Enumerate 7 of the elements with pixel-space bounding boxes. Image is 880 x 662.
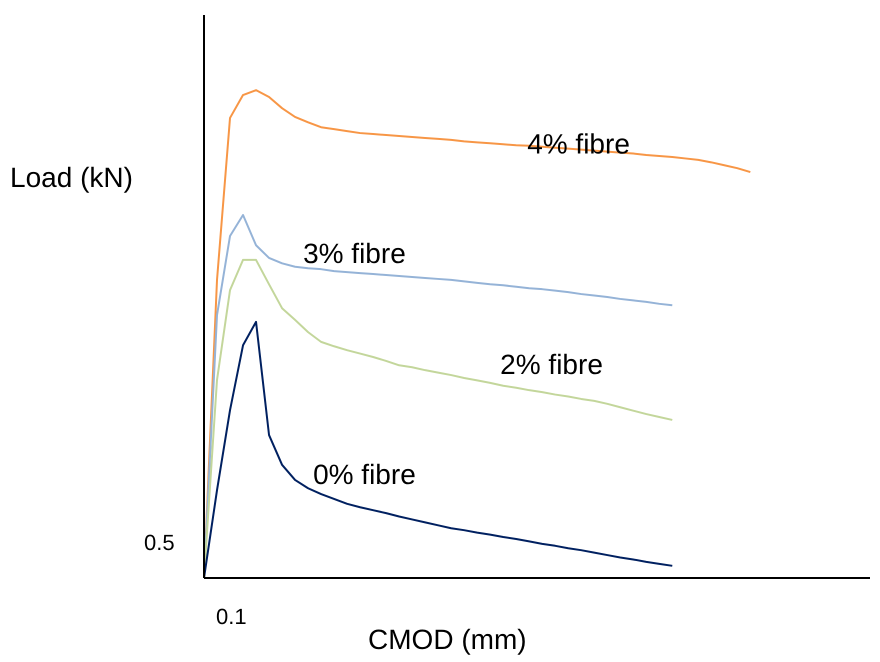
series-label: 0% fibre bbox=[313, 459, 416, 490]
y-axis-title: Load (kN) bbox=[10, 162, 133, 194]
text: 0.5 bbox=[144, 530, 175, 556]
series-label: 2% fibre bbox=[500, 348, 603, 380]
series-label: 3% fibre bbox=[303, 238, 406, 270]
x-axis-title: CMOD (mm) bbox=[368, 624, 527, 656]
text: 0.1 bbox=[216, 604, 247, 630]
